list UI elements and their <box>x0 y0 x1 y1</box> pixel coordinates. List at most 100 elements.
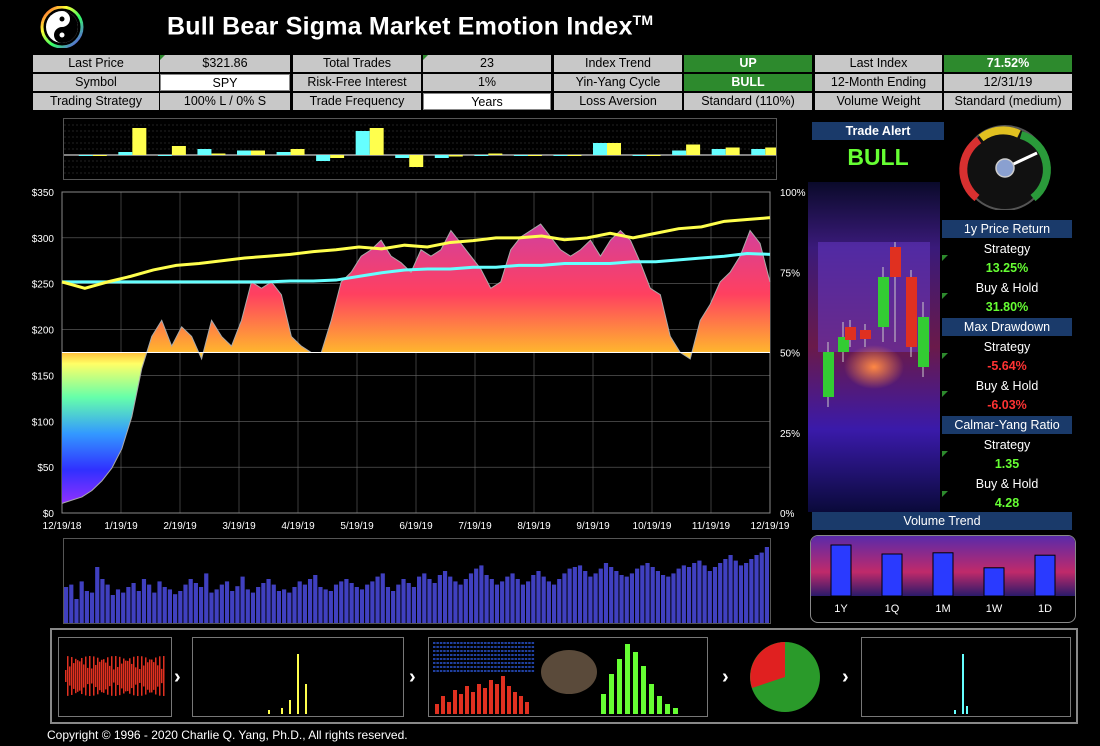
volume-bar <box>188 579 193 623</box>
stat-markers <box>942 255 948 497</box>
volume-bar <box>422 573 427 623</box>
volume-bar <box>749 559 754 623</box>
volatility-bar <box>149 659 151 693</box>
bear-bar <box>513 692 517 714</box>
volatility-bar <box>161 668 163 684</box>
index-dist-bar <box>954 710 956 714</box>
x-tick: 4/19/19 <box>281 521 315 532</box>
top-bar-yellow <box>607 143 621 155</box>
top-bar-cyan <box>672 150 687 155</box>
volume-bar <box>354 587 359 623</box>
volume-bar <box>339 581 344 623</box>
top-bar-yellow <box>409 155 424 167</box>
bear-bar <box>525 702 529 714</box>
x-tick: 12/19/19 <box>751 521 790 532</box>
volume-bar <box>105 584 110 623</box>
volume-bar <box>562 573 567 623</box>
candle <box>845 327 856 340</box>
volume-bar <box>707 571 712 623</box>
volatility-bar <box>65 670 67 682</box>
volume-bar <box>655 571 660 623</box>
volume-bar <box>276 591 282 623</box>
price-return-bh-value: 31.80% <box>985 300 1029 314</box>
index-dist-bar <box>966 706 968 714</box>
top-bar-cyan <box>118 152 133 155</box>
volume-trend-panel: 1Y 1Q 1M 1W 1D <box>810 535 1076 623</box>
volume-trend-bar <box>983 567 1005 597</box>
emotion-gauge <box>955 120 1055 211</box>
dist-bar <box>289 700 291 714</box>
top-bar-cyan <box>237 150 251 155</box>
volatility-bar <box>105 662 107 690</box>
volatility-bar <box>91 668 93 684</box>
volume-bar <box>453 581 458 623</box>
volume-bar <box>359 589 365 623</box>
volume-bar <box>250 592 256 623</box>
volume-trend-period: 1Y <box>834 603 848 615</box>
volatility-bar <box>83 664 85 688</box>
volume-bar <box>64 587 69 623</box>
volume-bar <box>666 576 671 623</box>
info-label-risk-free-interest: Risk-Free Interest <box>293 74 421 91</box>
volume-bar <box>609 567 614 623</box>
volume-trend-bar <box>830 544 852 597</box>
info-label-volume-weight: Volume Weight <box>815 93 942 110</box>
volume-bar <box>115 589 121 623</box>
volume-bar <box>344 579 349 623</box>
volume-bar <box>754 555 759 623</box>
bear-bar <box>483 688 487 714</box>
volume-bar <box>614 571 619 623</box>
dist-bar <box>305 684 307 714</box>
volume-trend-period: 1M <box>935 603 950 615</box>
volume-bar <box>619 575 624 623</box>
volume-bar <box>551 584 557 623</box>
top-bar-yellow <box>211 153 226 155</box>
volume-bar <box>718 563 723 623</box>
candle <box>918 317 929 367</box>
volume-bar <box>198 587 204 623</box>
volume-bar <box>479 565 484 623</box>
volume-bar <box>167 589 173 623</box>
volatility-bar <box>103 659 105 693</box>
volume-bar <box>744 563 749 623</box>
volume-bar <box>74 599 79 623</box>
top-bar-cyan <box>711 149 726 155</box>
volume-bar <box>370 581 375 623</box>
volume-bar <box>173 594 178 623</box>
volume-bar <box>152 592 157 623</box>
volume-bar <box>69 584 74 623</box>
strategy-line <box>62 251 771 284</box>
volume-bar <box>245 589 250 623</box>
volume-bar <box>209 592 214 623</box>
volume-bar <box>520 584 526 623</box>
volume-bar <box>282 589 287 623</box>
x-tick: 2/19/19 <box>163 521 197 532</box>
volume-bar <box>702 565 707 623</box>
candle <box>878 277 889 327</box>
bear-bar <box>489 680 493 714</box>
volatility-bar <box>121 663 123 689</box>
yin-yang-candle-panel <box>808 182 940 512</box>
max-drawdown-bh-value: -6.03% <box>987 398 1027 412</box>
volume-bar <box>318 587 323 623</box>
volume-bar <box>681 565 686 623</box>
volume-bar <box>406 583 411 623</box>
app-title: Bull Bear Sigma Market Emotion IndexTM <box>167 12 654 41</box>
top-bar-yellow <box>488 153 503 155</box>
volume-bar <box>764 547 769 623</box>
volume-bar <box>100 579 105 623</box>
y-left-tick: $250 <box>32 280 55 291</box>
volume-bar <box>697 560 702 623</box>
info-value-symbol[interactable]: SPY <box>160 74 290 91</box>
info-value-yin-yang-cycle: BULL <box>684 74 812 91</box>
volume-bar <box>567 568 572 623</box>
volume-bar <box>375 576 380 623</box>
volatility-bar <box>163 656 165 696</box>
info-value-trade-frequency[interactable]: Years <box>423 93 551 110</box>
volume-bar <box>505 576 510 623</box>
top-bar-cyan <box>513 155 528 156</box>
max-drawdown-bh-label: Buy & Hold <box>975 379 1039 393</box>
volume-bar <box>728 555 733 623</box>
info-marker <box>423 55 428 60</box>
volume-bar <box>541 576 546 623</box>
